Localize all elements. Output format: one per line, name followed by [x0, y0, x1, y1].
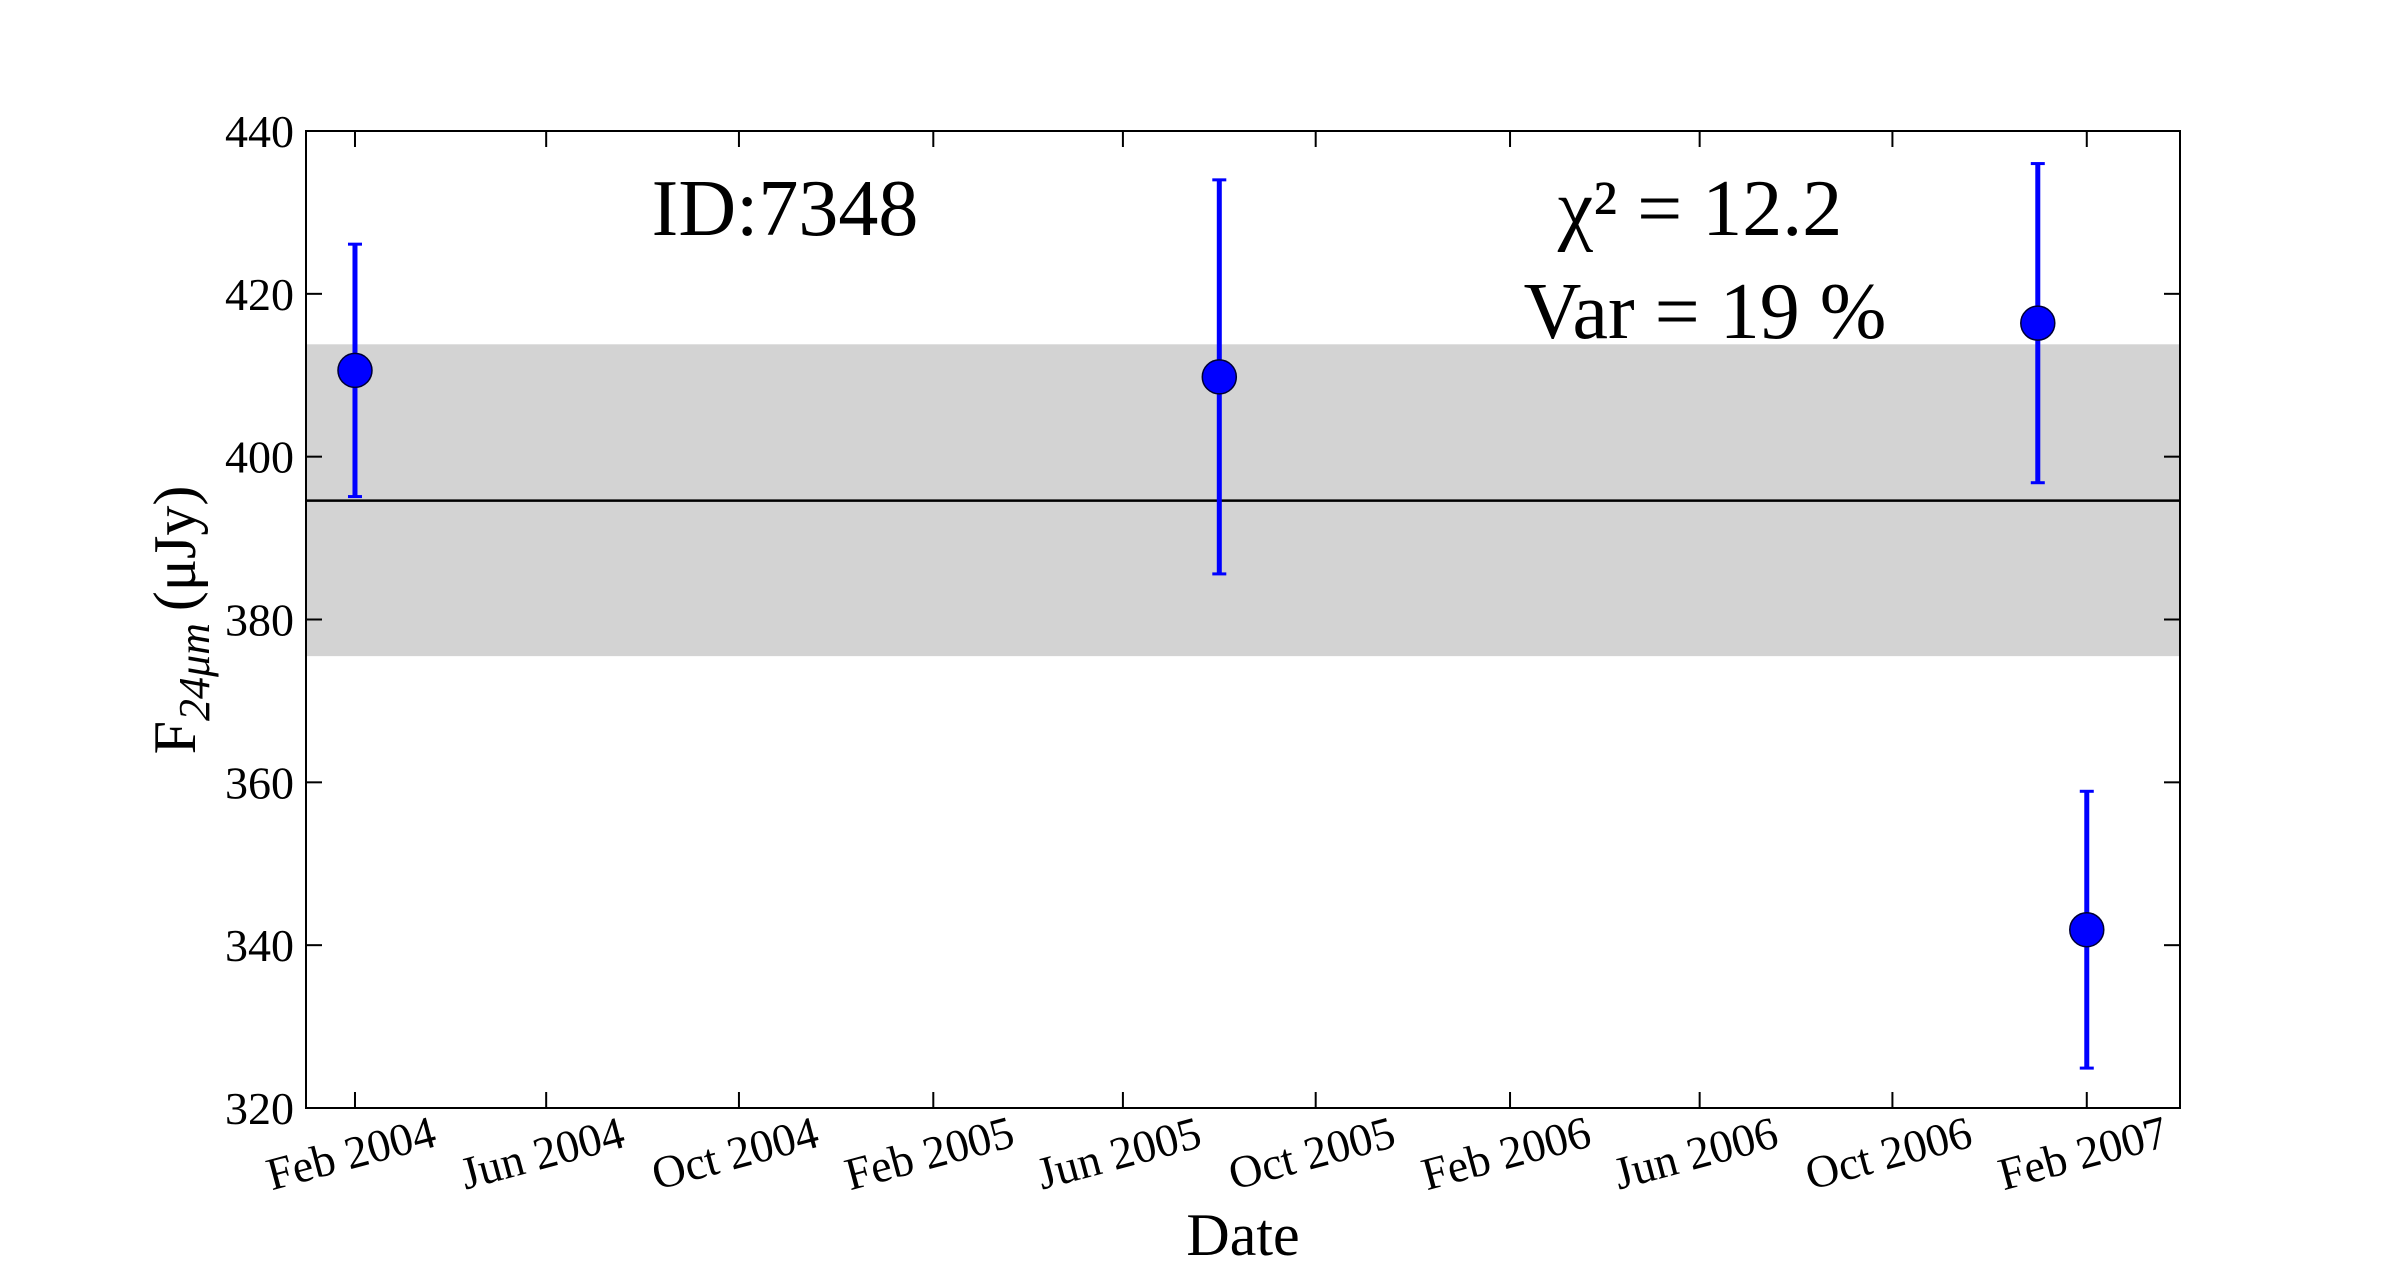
- x-tick-label: Jun 2004: [455, 1107, 630, 1200]
- x-tick-label: Jun 2005: [1031, 1107, 1206, 1200]
- x-axis-label: Date: [1186, 1202, 1299, 1268]
- y-label-unit: (μJy): [142, 486, 208, 611]
- x-tick-label: Jun 2006: [1608, 1107, 1783, 1200]
- y-tick-label: 440: [225, 106, 294, 157]
- x-tick-label: Oct 2004: [646, 1106, 823, 1199]
- chi-annotation: χ² = 12.2: [1557, 165, 1843, 253]
- y-tick-label: 340: [225, 920, 294, 971]
- x-tick-label: Oct 2006: [1800, 1106, 1977, 1199]
- var-annotation: Var = 19 %: [1524, 268, 1887, 356]
- y-tick-label: 380: [225, 595, 294, 646]
- y-tick-label: 400: [225, 432, 294, 483]
- x-tick-label: Feb 2006: [1416, 1106, 1596, 1200]
- x-tick-label: Feb 2007: [1993, 1106, 2173, 1200]
- plot-frame: [305, 130, 2181, 1109]
- id-annotation: ID:7348: [652, 165, 919, 253]
- data-point: [2020, 305, 2056, 341]
- y-label-symbol: F: [142, 721, 208, 754]
- y-axis-label: F24μm (μJy): [142, 486, 219, 755]
- y-tick-label: 420: [225, 269, 294, 320]
- x-tick-label: Oct 2005: [1223, 1106, 1400, 1199]
- y-tick-label: 360: [225, 757, 294, 808]
- data-point: [1201, 359, 1238, 395]
- y-tick-label: 320: [225, 1083, 294, 1134]
- data-point: [2069, 911, 2105, 948]
- data-point: [337, 352, 373, 389]
- x-tick-label: Feb 2005: [839, 1106, 1019, 1200]
- y-label-subscript: 24μm: [170, 623, 219, 721]
